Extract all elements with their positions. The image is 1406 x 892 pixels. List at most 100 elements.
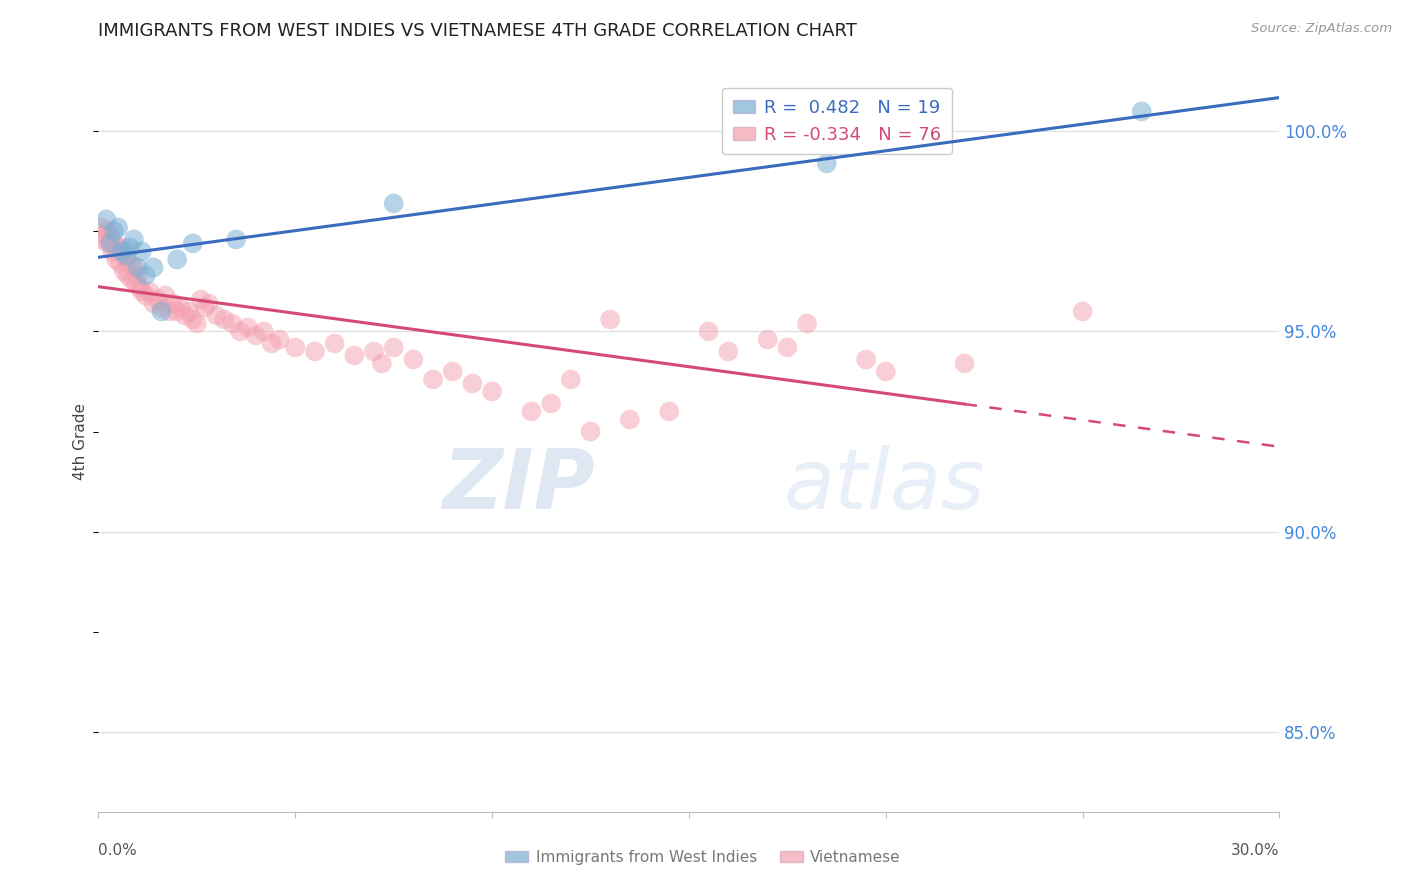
Point <box>108 256 131 270</box>
Point <box>776 341 799 355</box>
Point <box>343 349 366 363</box>
Point <box>253 325 276 339</box>
Point <box>260 336 283 351</box>
Point <box>107 240 129 254</box>
Point <box>697 325 720 339</box>
Point <box>138 285 160 299</box>
Text: 30.0%: 30.0% <box>1232 843 1279 858</box>
Point <box>619 412 641 426</box>
Point <box>181 236 204 251</box>
Point <box>181 312 204 326</box>
Point <box>97 236 120 251</box>
Point <box>107 220 129 235</box>
Point <box>127 268 149 283</box>
Point <box>1130 104 1153 119</box>
Legend: R =  0.482   N = 19, R = -0.334   N = 76: R = 0.482 N = 19, R = -0.334 N = 76 <box>723 87 952 154</box>
Y-axis label: 4th Grade: 4th Grade <box>73 403 89 480</box>
Point <box>122 260 145 275</box>
Point <box>214 312 236 326</box>
Point <box>101 244 124 259</box>
Point <box>127 260 149 275</box>
Point <box>98 236 121 251</box>
Point <box>205 309 228 323</box>
Point <box>245 328 267 343</box>
Point <box>111 240 134 254</box>
Point <box>122 232 145 246</box>
Point <box>115 252 138 267</box>
Point <box>174 309 197 323</box>
Point <box>115 248 138 262</box>
Point <box>1071 304 1094 318</box>
Point <box>98 228 121 243</box>
Point <box>93 228 115 243</box>
Legend: Immigrants from West Indies, Vietnamese: Immigrants from West Indies, Vietnamese <box>499 844 907 871</box>
Point <box>112 264 135 278</box>
Point <box>117 268 139 283</box>
Point <box>323 336 346 351</box>
Point <box>382 341 405 355</box>
Point <box>284 341 307 355</box>
Point <box>560 372 582 386</box>
Point <box>520 404 543 418</box>
Text: Source: ZipAtlas.com: Source: ZipAtlas.com <box>1251 22 1392 36</box>
Point <box>815 156 838 170</box>
Text: atlas: atlas <box>783 445 986 526</box>
Point <box>875 364 897 378</box>
Text: IMMIGRANTS FROM WEST INDIES VS VIETNAMESE 4TH GRADE CORRELATION CHART: IMMIGRANTS FROM WEST INDIES VS VIETNAMES… <box>98 22 858 40</box>
Point <box>371 357 394 371</box>
Point <box>717 344 740 359</box>
Point <box>190 293 212 307</box>
Point <box>796 317 818 331</box>
Point <box>128 280 150 294</box>
Point <box>150 304 173 318</box>
Point <box>105 252 128 267</box>
Point <box>118 240 141 254</box>
Point <box>194 301 217 315</box>
Point <box>96 224 118 238</box>
Point <box>155 288 177 302</box>
Point <box>121 272 143 286</box>
Point <box>166 304 188 318</box>
Point <box>461 376 484 391</box>
Point <box>579 425 602 439</box>
Point <box>125 277 148 291</box>
Point <box>162 296 184 310</box>
Point <box>135 268 157 283</box>
Point <box>382 196 405 211</box>
Point <box>170 301 193 315</box>
Point <box>236 320 259 334</box>
Point <box>142 260 165 275</box>
Point <box>540 396 562 410</box>
Point <box>166 252 188 267</box>
Point <box>269 333 291 347</box>
Point <box>96 212 118 227</box>
Point <box>103 224 125 238</box>
Point <box>91 220 114 235</box>
Point <box>89 232 111 246</box>
Point <box>422 372 444 386</box>
Point <box>157 304 180 318</box>
Point <box>118 256 141 270</box>
Point <box>111 244 134 259</box>
Point <box>177 304 200 318</box>
Point <box>658 404 681 418</box>
Point <box>142 296 165 310</box>
Point <box>225 232 247 246</box>
Point <box>481 384 503 399</box>
Point <box>363 344 385 359</box>
Point <box>131 285 153 299</box>
Point <box>150 301 173 315</box>
Point <box>221 317 243 331</box>
Point <box>304 344 326 359</box>
Point <box>953 357 976 371</box>
Point <box>599 312 621 326</box>
Point <box>756 333 779 347</box>
Point <box>146 293 169 307</box>
Point <box>229 325 252 339</box>
Point <box>441 364 464 378</box>
Point <box>855 352 877 367</box>
Point <box>135 288 157 302</box>
Point <box>402 352 425 367</box>
Point <box>131 244 153 259</box>
Text: 0.0%: 0.0% <box>98 843 138 858</box>
